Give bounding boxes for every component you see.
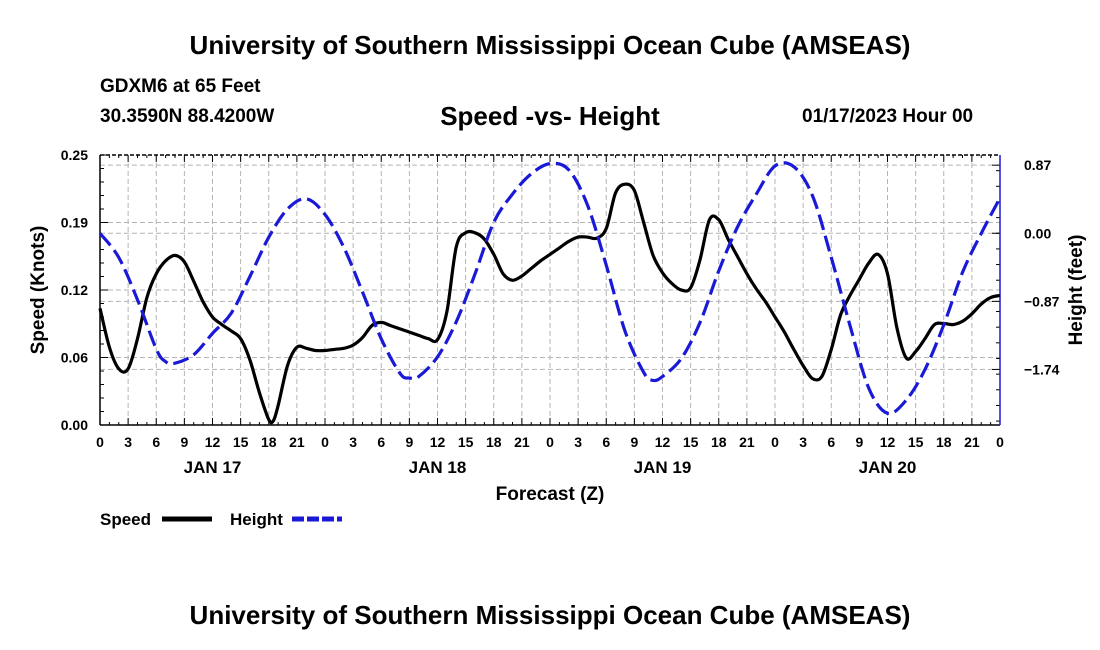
y-right-tick-label: −1.74 (1024, 361, 1060, 377)
x-tick-label: 9 (855, 434, 863, 450)
y-right-tick-label: −0.87 (1024, 293, 1060, 309)
x-tick-label: 0 (546, 434, 554, 450)
x-tick-label: 3 (349, 434, 357, 450)
x-tick-label: 21 (739, 434, 755, 450)
day-label: JAN 18 (409, 458, 467, 477)
x-tick-label: 21 (514, 434, 530, 450)
y-left-tick-label: 0.12 (61, 282, 88, 298)
y-left-axis-title: Speed (Knots) (28, 226, 49, 355)
legend-speed: Speed (100, 510, 151, 530)
chart-title: Speed -vs- Height (440, 101, 660, 131)
footer-title: University of Southern Mississippi Ocean… (189, 600, 911, 630)
y-left-tick-label: 0.00 (61, 417, 88, 433)
x-tick-label: 15 (908, 434, 924, 450)
x-tick-label: 0 (96, 434, 104, 450)
y-left-tick-label: 0.19 (61, 215, 88, 231)
x-tick-label: 12 (430, 434, 446, 450)
legend-height: Height (230, 510, 283, 530)
x-tick-label: 18 (486, 434, 502, 450)
y-right-axis-title: Height (feet) (1066, 235, 1087, 346)
legend-speed-swatch (162, 516, 212, 522)
x-tick-label: 3 (799, 434, 807, 450)
x-tick-label: 3 (574, 434, 582, 450)
x-tick-label: 0 (321, 434, 329, 450)
x-tick-label: 18 (261, 434, 277, 450)
day-label: JAN 20 (859, 458, 917, 477)
station-label: GDXM6 at 65 Feet (100, 76, 261, 97)
x-tick-label: 9 (405, 434, 413, 450)
y-right-tick-label: 0.87 (1024, 157, 1051, 173)
series-line-speed (98, 182, 1001, 425)
x-tick-label: 9 (180, 434, 188, 450)
x-tick-label: 9 (630, 434, 638, 450)
forecast-datetime: 01/17/2023 Hour 00 (802, 106, 974, 127)
x-tick-label: 15 (458, 434, 474, 450)
x-tick-label: 12 (205, 434, 221, 450)
legend-speed-label: Speed (100, 510, 152, 529)
x-tick-label: 15 (233, 434, 249, 450)
x-tick-label: 18 (936, 434, 952, 450)
x-tick-label: 6 (602, 434, 610, 450)
legend-height-swatch (292, 516, 342, 522)
x-tick-label: 6 (827, 434, 835, 450)
x-tick-label: 0 (996, 434, 1004, 450)
x-tick-label: 6 (377, 434, 385, 450)
day-label: JAN 17 (184, 458, 242, 477)
page-title: University of Southern Mississippi Ocean… (189, 30, 911, 60)
y-left-tick-label: 0.06 (61, 350, 88, 366)
x-tick-label: 0 (771, 434, 779, 450)
x-tick-label: 21 (964, 434, 980, 450)
x-axis-title: Forecast (Z) (496, 484, 605, 505)
day-label: JAN 19 (634, 458, 692, 477)
x-tick-label: 21 (289, 434, 305, 450)
y-right-tick-label: 0.00 (1024, 225, 1051, 241)
x-tick-label: 18 (711, 434, 727, 450)
x-tick-label: 15 (683, 434, 699, 450)
chart-canvas: 0 3 6 9 12 15 18 21 0 3 6 9 12 15 18 21 0 3 6 9 12 15 18 21 0 3 6 9… (28, 147, 1087, 505)
x-tick-label: 12 (655, 434, 671, 450)
x-tick-label: 3 (124, 434, 132, 450)
x-tick-label: 12 (880, 434, 896, 450)
legend-height-label: Height (230, 510, 283, 529)
y-left-tick-label: 0.25 (61, 147, 88, 163)
x-tick-label: 6 (152, 434, 160, 450)
series-line-height (98, 161, 1002, 416)
coordinates-label: 30.3590N 88.4200W (100, 106, 275, 127)
